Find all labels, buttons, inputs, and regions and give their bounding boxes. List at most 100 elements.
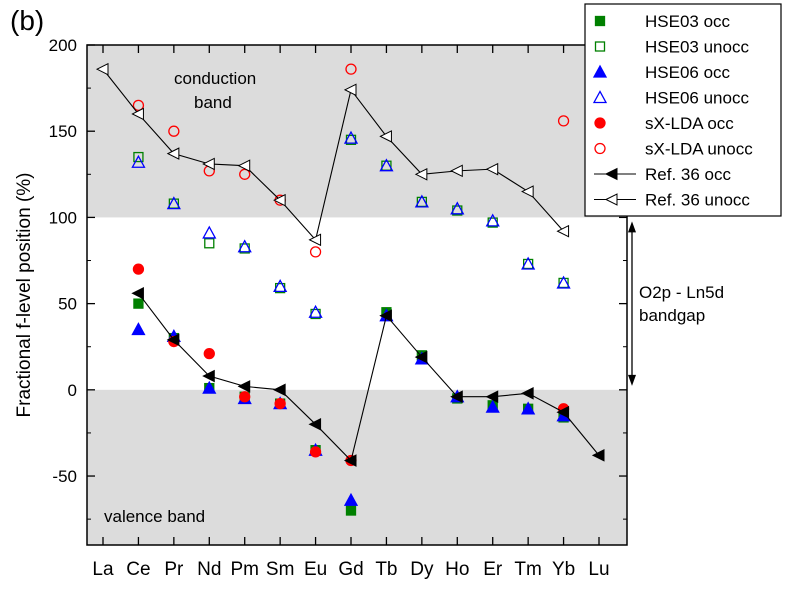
- x-tick-label-eu: Eu: [304, 559, 327, 580]
- x-tick-label-tm: Tm: [514, 559, 541, 580]
- point-ref-36-unocc-pm: [237, 159, 251, 172]
- y-tick-label: 50: [58, 295, 77, 314]
- legend-marker: [604, 193, 618, 206]
- legend-marker: [594, 41, 606, 52]
- point-ref-36-unocc-tb: [379, 130, 392, 143]
- x-tick-label-er: Er: [483, 559, 503, 580]
- point-hse06-unocc-yb: [556, 275, 571, 289]
- point-hse06-unocc-sm: [273, 279, 288, 293]
- x-tick-label-gd: Gd: [338, 559, 363, 580]
- x-tick-label-nd: Nd: [197, 559, 221, 580]
- point-hse06-occ-ce: [131, 322, 146, 336]
- x-tick-label-sm: Sm: [266, 559, 295, 580]
- series-ref-36-occ: [131, 286, 605, 467]
- point-hse03-unocc-nd: [204, 238, 215, 249]
- x-tick-label-ce: Ce: [126, 559, 150, 580]
- point-ref-36-occ-tm: [521, 386, 534, 400]
- legend-entry-hse03-unocc: HSE03 unocc: [594, 38, 749, 57]
- y-tick-label: 150: [49, 122, 77, 141]
- valence-band-label: valence band: [104, 507, 205, 526]
- legend-label: HSE06 unocc: [645, 89, 749, 108]
- point-ref-36-unocc-tm: [521, 185, 534, 198]
- point-hse06-unocc-ho: [450, 201, 465, 215]
- point-hse03-occ-gd: [345, 505, 357, 516]
- point-hse06-occ-tm: [521, 401, 536, 415]
- point-ref-36-occ-yb: [556, 405, 570, 419]
- point-ref-36-occ-eu: [308, 418, 322, 431]
- legend-marker: [594, 15, 606, 27]
- point-sx-lda-unocc-yb: [557, 115, 570, 127]
- point-hse03-occ-ce: [133, 298, 144, 309]
- x-tick-label-yb: Yb: [552, 559, 575, 580]
- point-sx-lda-occ-ce: [132, 263, 145, 275]
- point-ref-36-unocc-dy: [414, 168, 428, 181]
- legend-marker: [594, 117, 606, 129]
- point-hse03-unocc-ce: [133, 151, 144, 163]
- y-tick-label: -50: [52, 467, 77, 486]
- point-ref-36-occ-gd: [343, 454, 357, 467]
- shaded-band-1: [87, 389, 627, 545]
- x-tick-label-ho: Ho: [445, 559, 469, 580]
- point-sx-lda-unocc-eu: [309, 246, 322, 258]
- point-sx-lda-occ-sm: [274, 397, 286, 410]
- point-sx-lda-occ-eu: [309, 446, 322, 458]
- bandgap-arrow-head-down: [628, 374, 636, 386]
- series-sx-lda-occ: [132, 263, 570, 467]
- legend: HSE03 occ HSE03 unocc HSE06 occ HSE06 unocc…: [584, 3, 782, 217]
- point-ref-36-unocc-nd: [202, 157, 215, 171]
- point-ref-36-occ-ce: [131, 286, 144, 300]
- x-tick-label-lu: Lu: [588, 559, 609, 580]
- legend-entry-hse06-unocc: HSE06 unocc: [592, 89, 749, 108]
- conduction-band-label-line1: conduction: [174, 69, 256, 88]
- legend-entry-ref-36-unocc: Ref. 36 unocc: [594, 191, 750, 210]
- point-hse06-occ-er: [485, 399, 500, 413]
- point-sx-lda-occ-nd: [203, 347, 215, 360]
- x-tick-label-pr: Pr: [164, 559, 184, 580]
- point-hse06-unocc-nd: [202, 225, 217, 239]
- point-ref-36-unocc-yb: [556, 224, 570, 238]
- band-shading: [87, 45, 627, 545]
- plot-background: [87, 45, 627, 545]
- legend-marker: [594, 142, 606, 155]
- x-tick-label-pm: Pm: [230, 559, 259, 580]
- point-hse06-occ-nd: [202, 380, 217, 394]
- bandgap-arrow-head-up: [628, 221, 636, 233]
- x-tick-label-la: La: [92, 559, 114, 580]
- point-sx-lda-unocc-ce: [132, 99, 145, 111]
- point-hse06-unocc-ce: [131, 154, 146, 168]
- point-ref-36-occ-lu: [591, 449, 605, 462]
- shaded-band-0: [87, 45, 627, 218]
- point-sx-lda-unocc-gd: [345, 63, 357, 75]
- axis-ticks: -50 0 50 100 150 200 La Ce Pr Nd Pm Sm Eu Gd Tb Dy Ho Er T…: [49, 36, 627, 580]
- legend-label: Ref. 36 occ: [645, 165, 731, 184]
- x-tick-label-dy: Dy: [410, 559, 434, 580]
- point-hse06-unocc-dy: [414, 194, 429, 208]
- y-tick-label: 0: [68, 381, 77, 400]
- point-hse06-unocc-er: [485, 213, 500, 227]
- legend-entry-sx-lda-occ: sX-LDA occ: [594, 114, 734, 133]
- point-hse06-unocc-tm: [521, 256, 536, 270]
- point-hse06-unocc-pm: [237, 239, 252, 253]
- point-sx-lda-unocc-pr: [168, 125, 180, 137]
- point-ref-36-occ-er: [485, 390, 499, 404]
- series-ref-36-unocc: [95, 62, 570, 247]
- bandgap-label-line1: O2p - Ln5d: [639, 283, 724, 302]
- plot-frame: [86, 44, 628, 546]
- point-sx-lda-occ-pm: [239, 391, 251, 403]
- point-ref-36-occ-tb: [379, 309, 392, 322]
- legend-label: HSE03 occ: [645, 12, 731, 31]
- point-hse06-occ-gd: [343, 492, 359, 506]
- point-ref-36-occ-nd: [202, 369, 215, 383]
- legend-label: sX-LDA occ: [645, 114, 734, 133]
- legend-marker: [592, 64, 608, 78]
- point-sx-lda-unocc-pm: [239, 168, 251, 180]
- legend-entry-hse06-occ: HSE06 occ: [592, 63, 731, 82]
- point-ref-36-occ-sm: [273, 383, 286, 397]
- point-ref-36-occ-dy: [414, 350, 428, 364]
- point-ref-36-unocc-sm: [273, 193, 286, 207]
- legend-label: sX-LDA unocc: [645, 140, 753, 159]
- point-ref-36-occ-pr: [166, 333, 180, 347]
- legend-label: Ref. 36 unocc: [645, 191, 750, 210]
- legend-label: HSE06 occ: [645, 63, 731, 82]
